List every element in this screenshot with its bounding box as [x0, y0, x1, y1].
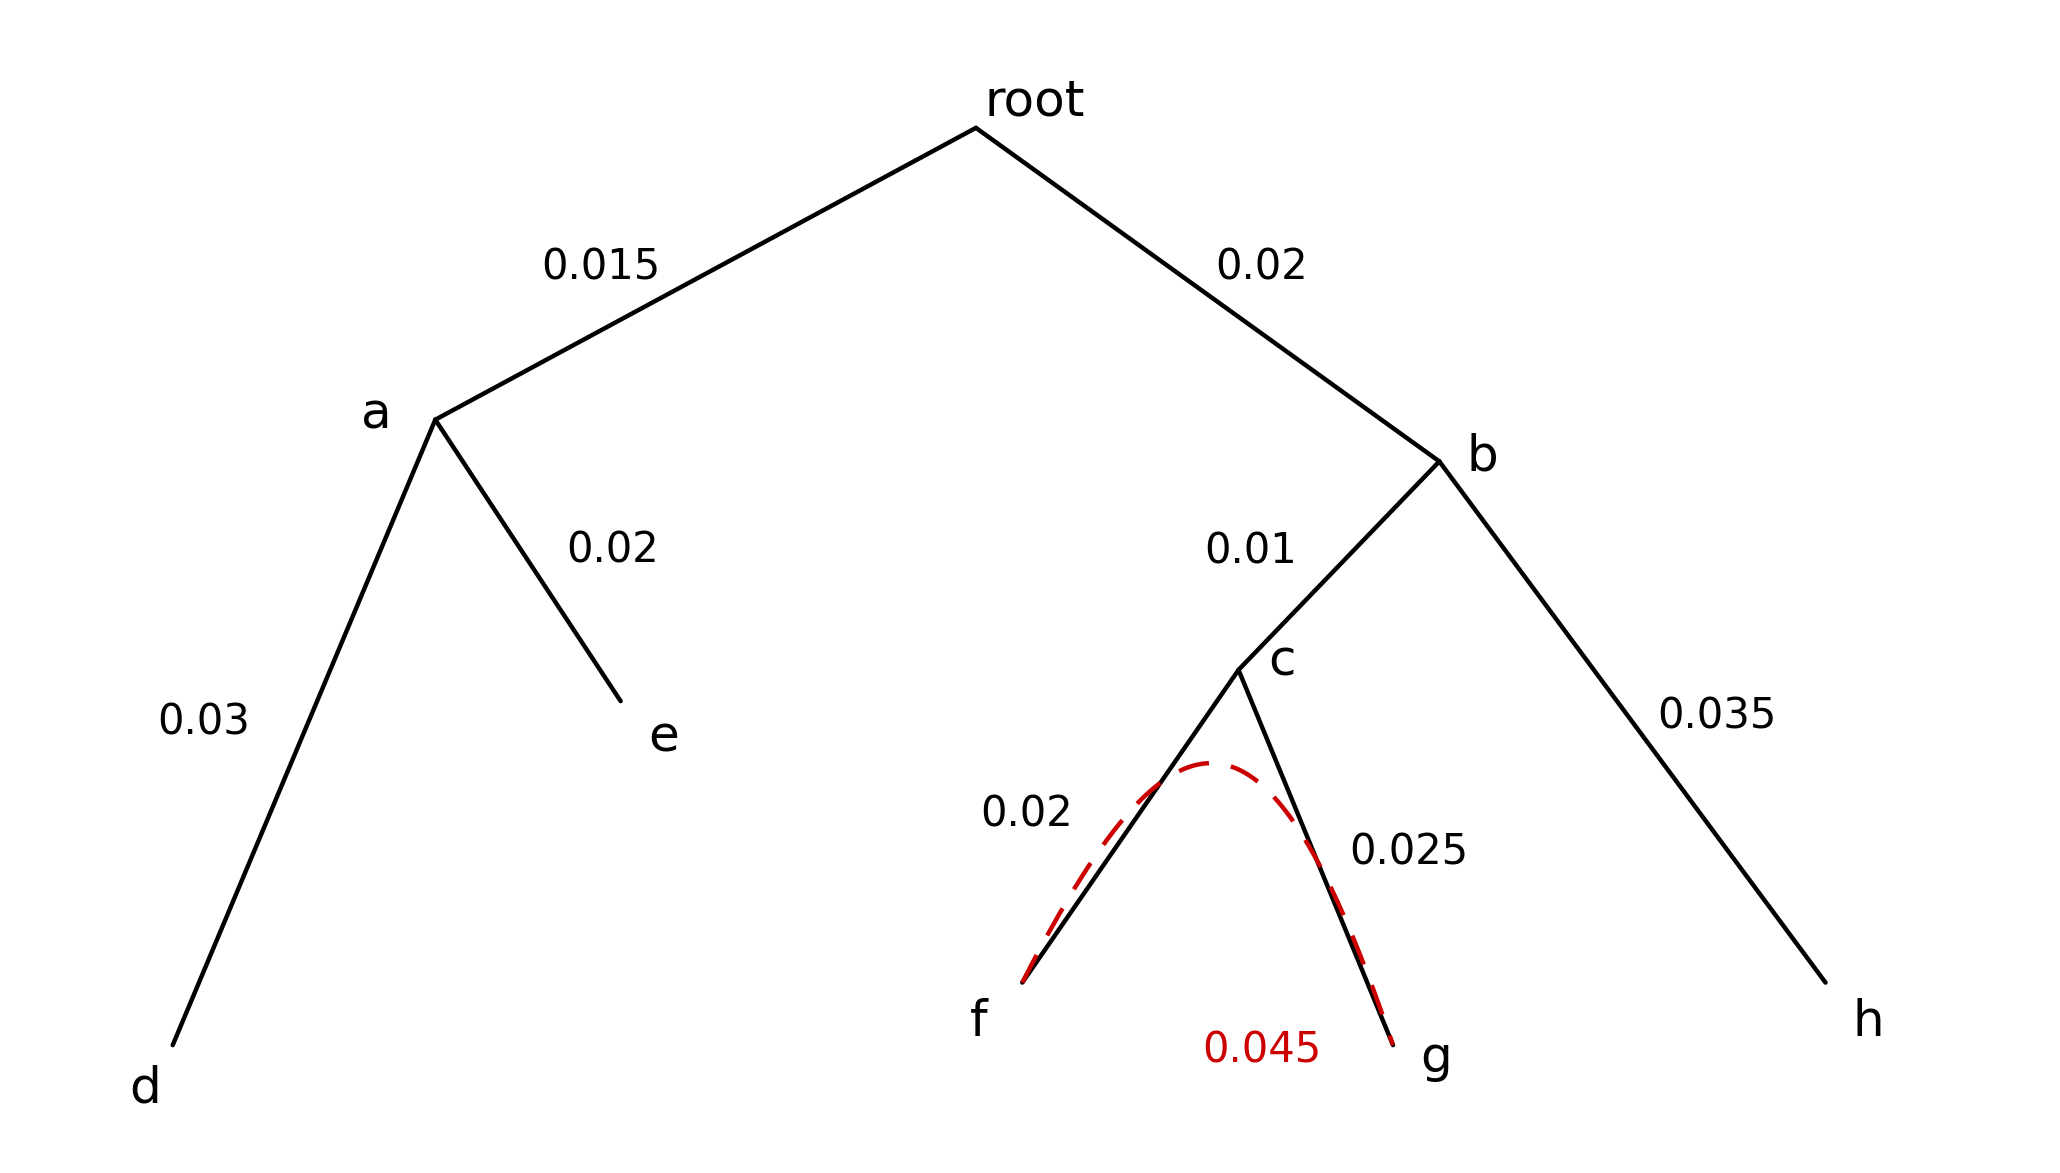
Text: c: c — [1269, 638, 1296, 685]
Text: root: root — [985, 77, 1086, 126]
Text: 0.015: 0.015 — [542, 248, 659, 289]
Text: f: f — [970, 998, 989, 1046]
Text: g: g — [1421, 1033, 1452, 1082]
Text: b: b — [1467, 432, 1498, 480]
Text: h: h — [1852, 998, 1885, 1046]
Text: 0.02: 0.02 — [981, 794, 1073, 836]
Text: 0.01: 0.01 — [1203, 530, 1296, 572]
Text: a: a — [360, 391, 391, 439]
Text: 0.025: 0.025 — [1349, 832, 1469, 874]
Text: 0.045: 0.045 — [1203, 1030, 1320, 1071]
Text: 0.02: 0.02 — [1215, 246, 1308, 289]
Text: e: e — [649, 713, 680, 761]
Text: 0.03: 0.03 — [157, 701, 249, 743]
Text: d: d — [130, 1065, 161, 1113]
Text: 0.02: 0.02 — [566, 529, 659, 571]
Text: 0.035: 0.035 — [1658, 696, 1778, 738]
